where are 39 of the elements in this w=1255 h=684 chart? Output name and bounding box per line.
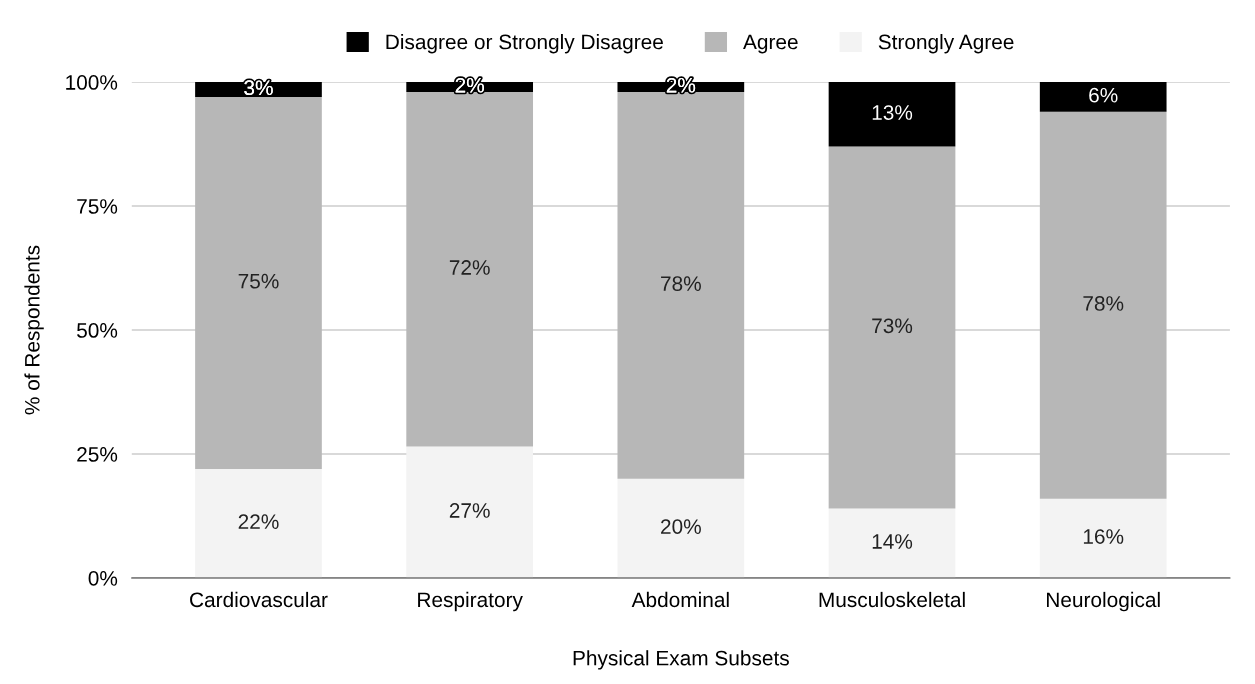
x-tick-label: Cardiovascular — [190, 591, 328, 608]
bar — [195, 96, 322, 469]
bar — [195, 468, 322, 578]
bar — [1039, 82, 1167, 112]
bar — [828, 82, 956, 147]
y-axis-title: % of Respondents — [24, 245, 44, 415]
legend-label: Agree — [743, 34, 798, 54]
x-axis-title: Physical Exam Subsets — [573, 650, 789, 670]
data-label: 22% — [238, 514, 279, 529]
data-label: 73% — [872, 318, 913, 334]
legend-label: Strongly Agree — [878, 33, 1014, 54]
bar — [828, 146, 956, 509]
bar — [828, 508, 956, 578]
data-label: 72% — [449, 260, 490, 275]
bar — [406, 92, 534, 447]
data-label: 78% — [1083, 296, 1124, 311]
data-label: 20% — [661, 519, 701, 534]
data-label: 27% — [449, 503, 490, 518]
bar — [617, 478, 745, 578]
data-label: 78% — [661, 276, 701, 291]
data-label: 14% — [872, 534, 913, 549]
y-tick-label: 100% — [66, 75, 118, 90]
data-label: 13% — [872, 105, 913, 120]
bar — [617, 92, 745, 479]
data-label: 75% — [238, 273, 279, 289]
data-label: 6% — [1089, 87, 1118, 103]
data-label: 16% — [1083, 529, 1124, 544]
y-tick-label: 25% — [77, 447, 118, 462]
x-tick-label: Neurological — [1047, 591, 1160, 612]
y-tick-label: 75% — [77, 199, 118, 214]
y-tick-label: 0% — [88, 570, 118, 586]
bar — [406, 446, 534, 578]
y-tick-label: 50% — [77, 323, 118, 338]
x-tick-label: Musculoskeletal — [819, 591, 965, 608]
x-tick-label: Respiratory — [418, 591, 523, 612]
legend-label: Disagree or Strongly Disagree — [386, 33, 663, 54]
bar — [1039, 498, 1167, 578]
x-tick-label: Abdominal — [631, 591, 729, 608]
bar — [1039, 111, 1167, 499]
